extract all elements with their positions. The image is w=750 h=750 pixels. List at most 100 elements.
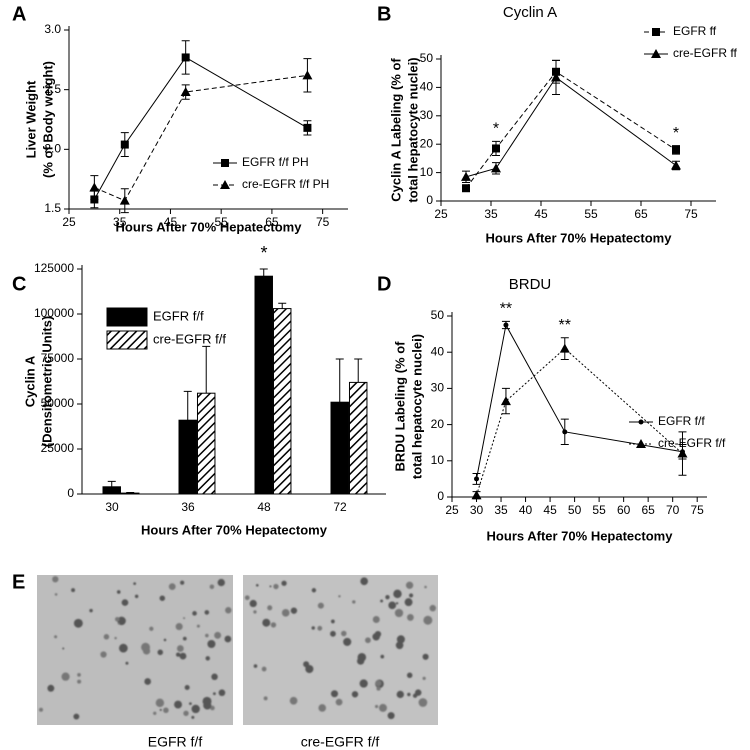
nucleus xyxy=(202,696,212,706)
x-tick-label: 36 xyxy=(181,500,195,514)
x-axis-label: Hours After 70% Hepatectomy xyxy=(487,528,674,543)
nucleus xyxy=(372,616,380,624)
error-bar xyxy=(335,358,344,403)
nucleus xyxy=(376,686,381,691)
nucleus xyxy=(351,691,359,698)
significance: * xyxy=(673,125,679,142)
nucleus xyxy=(378,703,387,712)
nucleus xyxy=(407,692,411,697)
y-tick-label: 0 xyxy=(437,489,444,503)
nucleus xyxy=(184,684,190,691)
y-tick-label: 25000 xyxy=(41,441,75,455)
nucleus xyxy=(38,707,44,712)
x-tick-label: 50 xyxy=(568,503,582,517)
x-tick-label: 60 xyxy=(617,503,631,517)
nucleus xyxy=(116,590,121,594)
nucleus xyxy=(263,696,268,701)
x-tick-label: 72 xyxy=(333,500,347,514)
legend-marker xyxy=(652,28,660,36)
nucleus xyxy=(225,607,232,614)
nucleus xyxy=(422,676,426,680)
y-tick-label: 10 xyxy=(431,453,445,467)
y-tick-label: 10 xyxy=(420,165,434,179)
nucleus xyxy=(406,614,414,621)
legend-marker xyxy=(221,159,229,167)
nucleus xyxy=(163,638,167,642)
nucleus xyxy=(179,652,187,660)
x-tick-label: 25 xyxy=(445,503,459,517)
nucleus xyxy=(117,622,120,625)
series-line xyxy=(93,56,308,200)
marker xyxy=(89,182,100,192)
nucleus xyxy=(196,624,200,628)
x-tick-label: 30 xyxy=(105,500,119,514)
x-axis-label: Hours After 70% Hepatectomy xyxy=(116,219,303,234)
x-axis-label: Hours After 70% Hepatectomy xyxy=(141,522,328,537)
nucleus xyxy=(395,641,404,650)
nucleus xyxy=(217,578,225,587)
nuclei xyxy=(38,576,437,720)
nucleus xyxy=(207,639,216,649)
y-tick-label: 50 xyxy=(420,51,434,65)
nucleus xyxy=(387,712,395,720)
y-axis-label: (Densitometric Units) xyxy=(39,316,54,447)
micrograph xyxy=(37,575,233,725)
nucleus xyxy=(134,594,139,599)
y-tick-label: 20 xyxy=(420,136,434,150)
error-bar xyxy=(278,302,287,309)
nucleus xyxy=(103,634,110,640)
nucleus xyxy=(205,633,209,638)
series-line xyxy=(465,71,677,189)
legend-label: EGFR ff xyxy=(673,24,717,38)
nucleus xyxy=(374,704,379,709)
marker xyxy=(671,160,681,170)
legend-label: EGFR f/f xyxy=(658,414,705,428)
error-bar xyxy=(259,268,268,277)
y-tick-label: 50000 xyxy=(41,396,75,410)
x-tick-label: 65 xyxy=(265,215,279,229)
nucleus xyxy=(153,711,157,715)
marker xyxy=(120,140,129,149)
significance: ** xyxy=(559,317,571,334)
y-axis-label: total hepatocyte nuclei) xyxy=(405,57,420,202)
nucleus xyxy=(317,602,324,609)
nucleus xyxy=(119,643,128,653)
nucleus xyxy=(244,595,250,601)
nucleus xyxy=(121,599,129,606)
chart-title: Cyclin A xyxy=(503,4,557,21)
x-tick-label: 35 xyxy=(113,215,127,229)
significance: ** xyxy=(500,301,512,318)
nucleus xyxy=(159,595,166,601)
bar xyxy=(178,419,197,495)
nucleus xyxy=(191,715,195,719)
nucleus xyxy=(54,635,58,639)
nucleus xyxy=(176,645,184,652)
nucleus xyxy=(406,672,413,679)
y-tick-label: 30 xyxy=(431,381,445,395)
y-tick-label: 0 xyxy=(426,193,433,207)
nucleus xyxy=(149,626,154,631)
nucleus xyxy=(335,698,343,706)
nucleus xyxy=(394,608,404,618)
nucleus xyxy=(212,692,216,696)
nucleus xyxy=(424,585,427,589)
nucleus xyxy=(141,642,151,652)
legend-label: cre-EGFR f/f xyxy=(658,436,726,450)
nucleus xyxy=(422,653,429,660)
bar xyxy=(348,381,368,495)
nucleus xyxy=(343,637,352,646)
x-tick-label: 48 xyxy=(257,500,271,514)
marker xyxy=(503,322,509,328)
series-line xyxy=(476,323,683,479)
error-bar xyxy=(202,345,211,394)
nucleus xyxy=(360,577,369,586)
x-tick-label: 25 xyxy=(434,207,448,221)
nucleus xyxy=(100,651,107,658)
nucleus xyxy=(192,611,197,616)
legend-marker xyxy=(220,180,230,189)
panel-label: E xyxy=(12,571,25,593)
marker xyxy=(491,163,501,173)
nucleus xyxy=(183,710,189,716)
legend-marker xyxy=(636,439,646,448)
image-caption: EGFR f/f xyxy=(148,734,203,750)
